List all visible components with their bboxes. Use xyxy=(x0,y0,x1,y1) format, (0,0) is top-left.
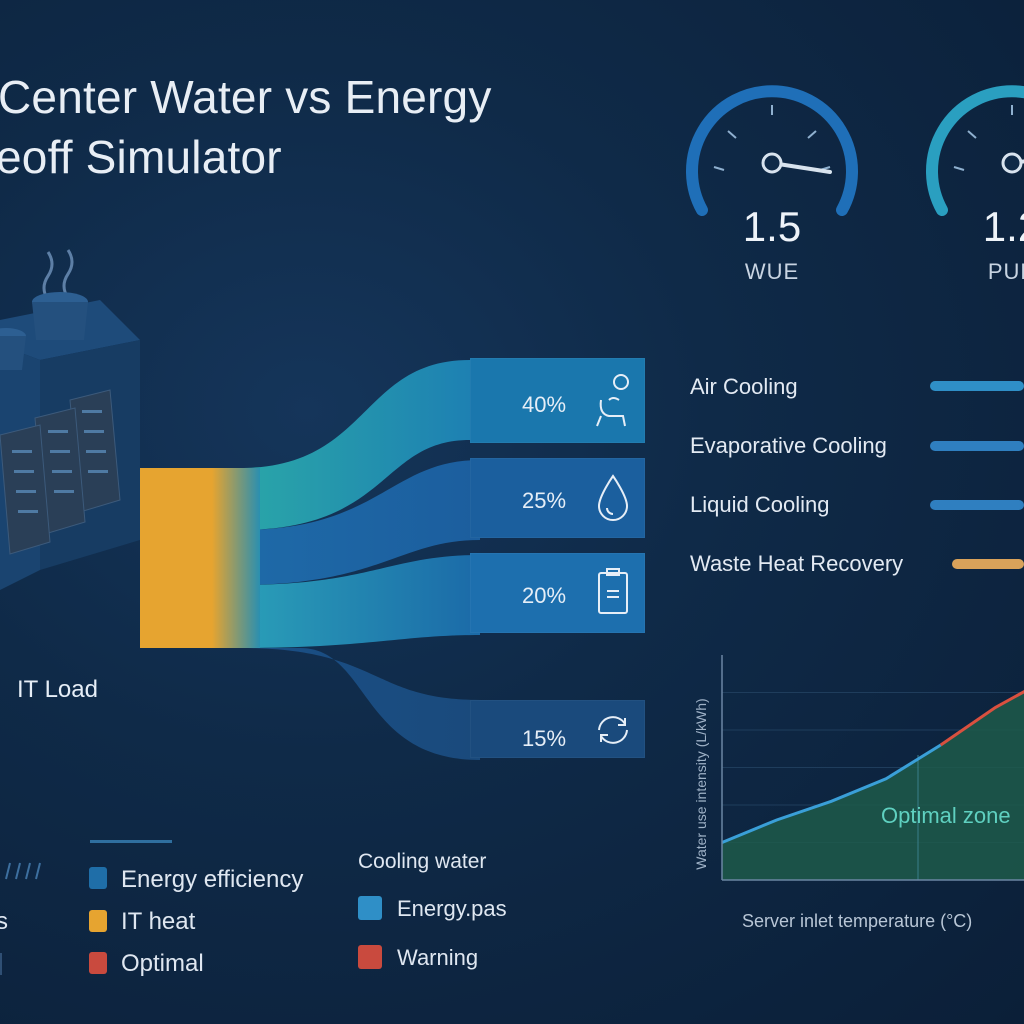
page-title-line-1: Center Water vs Energy xyxy=(0,71,492,123)
legend-mini-bars xyxy=(5,862,41,880)
cooling-method-liquid: Liquid Cooling xyxy=(690,492,830,517)
cooling-bar-waste-heat xyxy=(952,559,1024,569)
legend-label-warning: Warning xyxy=(397,945,479,970)
page-title-line-2: eoff Simulator xyxy=(0,131,282,183)
legend-partial-swatch xyxy=(0,953,2,975)
flow-percent: 25% xyxy=(522,488,567,513)
chair-icon xyxy=(596,374,629,427)
cooling-bar-evaporative xyxy=(930,441,1024,451)
legend-divider xyxy=(90,840,172,843)
legend-swatch-energy-pas xyxy=(358,896,382,920)
cooling-bar-air xyxy=(930,381,1024,391)
chart-area-fill xyxy=(722,691,1024,880)
chart-line-series xyxy=(721,743,942,844)
pue-gauge: 1.2 PUE xyxy=(912,75,1024,295)
cooling-method-air: Air Cooling xyxy=(690,374,798,399)
wue-label: WUE xyxy=(744,259,800,284)
wue-value: 1.5 xyxy=(742,203,802,250)
flow-percent: 20% xyxy=(522,583,567,608)
flow-box-2: 25% xyxy=(470,458,645,538)
legend-swatch-it-heat xyxy=(89,910,107,932)
legend-group-title: Cooling water xyxy=(358,850,487,873)
sankey-source-label: IT Load xyxy=(17,676,98,703)
legend-swatch-optimal xyxy=(89,952,107,974)
wue-gauge: 1.5 WUE xyxy=(672,75,872,295)
flow-box-4: 15% xyxy=(470,700,645,758)
legend-partial-chart xyxy=(0,855,50,890)
flow-percent: 15% xyxy=(522,726,567,751)
legend-swatch-warning xyxy=(358,945,382,969)
flow-box-3: 20% xyxy=(470,553,645,633)
water-drop-icon xyxy=(597,474,629,521)
cooling-method-waste-heat: Waste Heat Recovery xyxy=(690,551,904,576)
sankey-diagram xyxy=(140,360,480,760)
legend-label-energy-pas: Energy.pas xyxy=(397,896,507,921)
clipboard-icon xyxy=(598,568,628,614)
legend-label-optimal: Optimal xyxy=(121,950,204,977)
chart-x-axis-label: Server inlet temperature (°C) xyxy=(742,911,973,931)
cooling-method-evaporative: Evaporative Cooling xyxy=(690,433,887,458)
recycle-icon xyxy=(598,716,628,744)
pue-label: PUE xyxy=(987,259,1024,284)
flow-percent: 40% xyxy=(522,392,567,417)
optimal-zone-label: Optimal zone xyxy=(881,803,1011,828)
legend-partial-label: s xyxy=(0,908,8,935)
legend-label-it-heat: IT heat xyxy=(121,908,196,935)
chart-line-warning xyxy=(939,690,1024,747)
flow-box-1: 40% xyxy=(470,358,645,443)
temperature-water-chart xyxy=(721,655,1024,881)
cooling-bar-liquid xyxy=(930,500,1024,510)
chart-y-axis-label: Water use intensity (L/kWh) xyxy=(693,698,709,870)
pue-gauge-dial xyxy=(926,85,1024,216)
pue-value: 1.2 xyxy=(982,203,1024,250)
legend-swatch-energy-efficiency xyxy=(89,867,107,889)
legend-label-energy-efficiency: Energy efficiency xyxy=(121,866,304,893)
data-center-illustration xyxy=(0,249,140,590)
wue-gauge-dial xyxy=(686,85,858,216)
